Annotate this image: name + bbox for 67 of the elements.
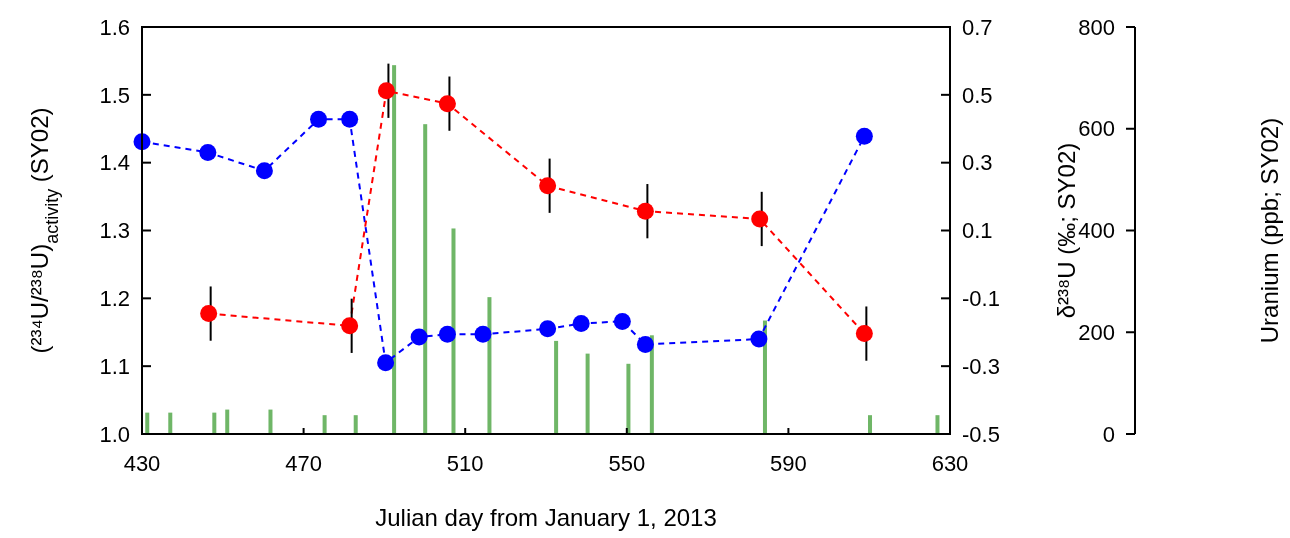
x-tick-label: 630 <box>931 451 969 476</box>
point <box>750 330 768 348</box>
y2-tick-label: -0.5 <box>962 421 1000 447</box>
point <box>572 314 590 332</box>
point <box>751 210 769 228</box>
x-tick-label: 550 <box>608 451 646 476</box>
point <box>636 202 654 220</box>
point <box>539 320 557 338</box>
point <box>410 328 428 346</box>
bar <box>268 409 273 434</box>
y-tick-label: 1.5 <box>99 82 130 108</box>
y-tick-label: 1.2 <box>99 286 130 312</box>
y3-tick-label: 400 <box>1078 218 1115 244</box>
point <box>438 95 456 113</box>
bar <box>935 415 940 434</box>
y-tick-label: 1.4 <box>99 150 130 176</box>
point <box>199 143 217 161</box>
bar <box>626 363 631 434</box>
y-tick-label: 1.6 <box>99 14 130 40</box>
y2-tick-label: 0.7 <box>962 14 993 40</box>
point <box>855 325 873 343</box>
bar <box>322 415 327 434</box>
bar <box>423 124 428 434</box>
x-tick-label: 430 <box>123 451 161 476</box>
bar <box>487 297 492 434</box>
y2-tick-label: -0.1 <box>962 286 1000 312</box>
point <box>310 110 328 128</box>
bar <box>649 335 654 434</box>
point <box>636 335 654 353</box>
bar <box>451 228 456 434</box>
bar <box>392 65 397 434</box>
y3-tick-label: 600 <box>1078 116 1115 142</box>
y3-tick-label: 200 <box>1078 319 1115 345</box>
y-tick-label: 1.1 <box>99 353 130 379</box>
y2-tick-label: 0.3 <box>962 150 993 176</box>
x-tick-label: 590 <box>770 451 807 476</box>
y-tick-label: 1.3 <box>99 218 130 244</box>
point <box>377 82 395 100</box>
y2-tick-label: -0.3 <box>962 353 1000 379</box>
bar <box>168 412 173 434</box>
x-axis-title: Julian day from January 1, 2013 <box>375 504 717 531</box>
y3-tick-label: 800 <box>1078 14 1115 40</box>
y2-tick-label: 0.5 <box>962 82 993 108</box>
y2-tick-label: 0.1 <box>962 218 993 244</box>
point <box>438 325 456 343</box>
bar <box>225 409 230 434</box>
point <box>474 325 492 343</box>
point <box>539 177 557 195</box>
bar <box>145 412 150 434</box>
y2-axis-title: δ²³⁸U (‰; SY02) <box>1053 142 1080 319</box>
y3-tick-label: 0 <box>1102 421 1115 447</box>
point <box>200 305 218 323</box>
y-tick-label: 1.0 <box>99 421 130 447</box>
x-tick-label: 470 <box>285 451 322 476</box>
y3-axis-title: Uranium (ppb; SY02) <box>1256 117 1283 344</box>
point <box>855 127 873 145</box>
bar <box>212 412 217 434</box>
point <box>255 162 273 180</box>
point <box>341 110 359 128</box>
bar <box>585 353 590 434</box>
x-tick-label: 510 <box>446 451 484 476</box>
point <box>613 312 631 330</box>
point <box>377 354 395 372</box>
bar <box>868 415 873 434</box>
bar <box>353 415 358 434</box>
bar <box>554 340 559 434</box>
point <box>341 317 359 335</box>
